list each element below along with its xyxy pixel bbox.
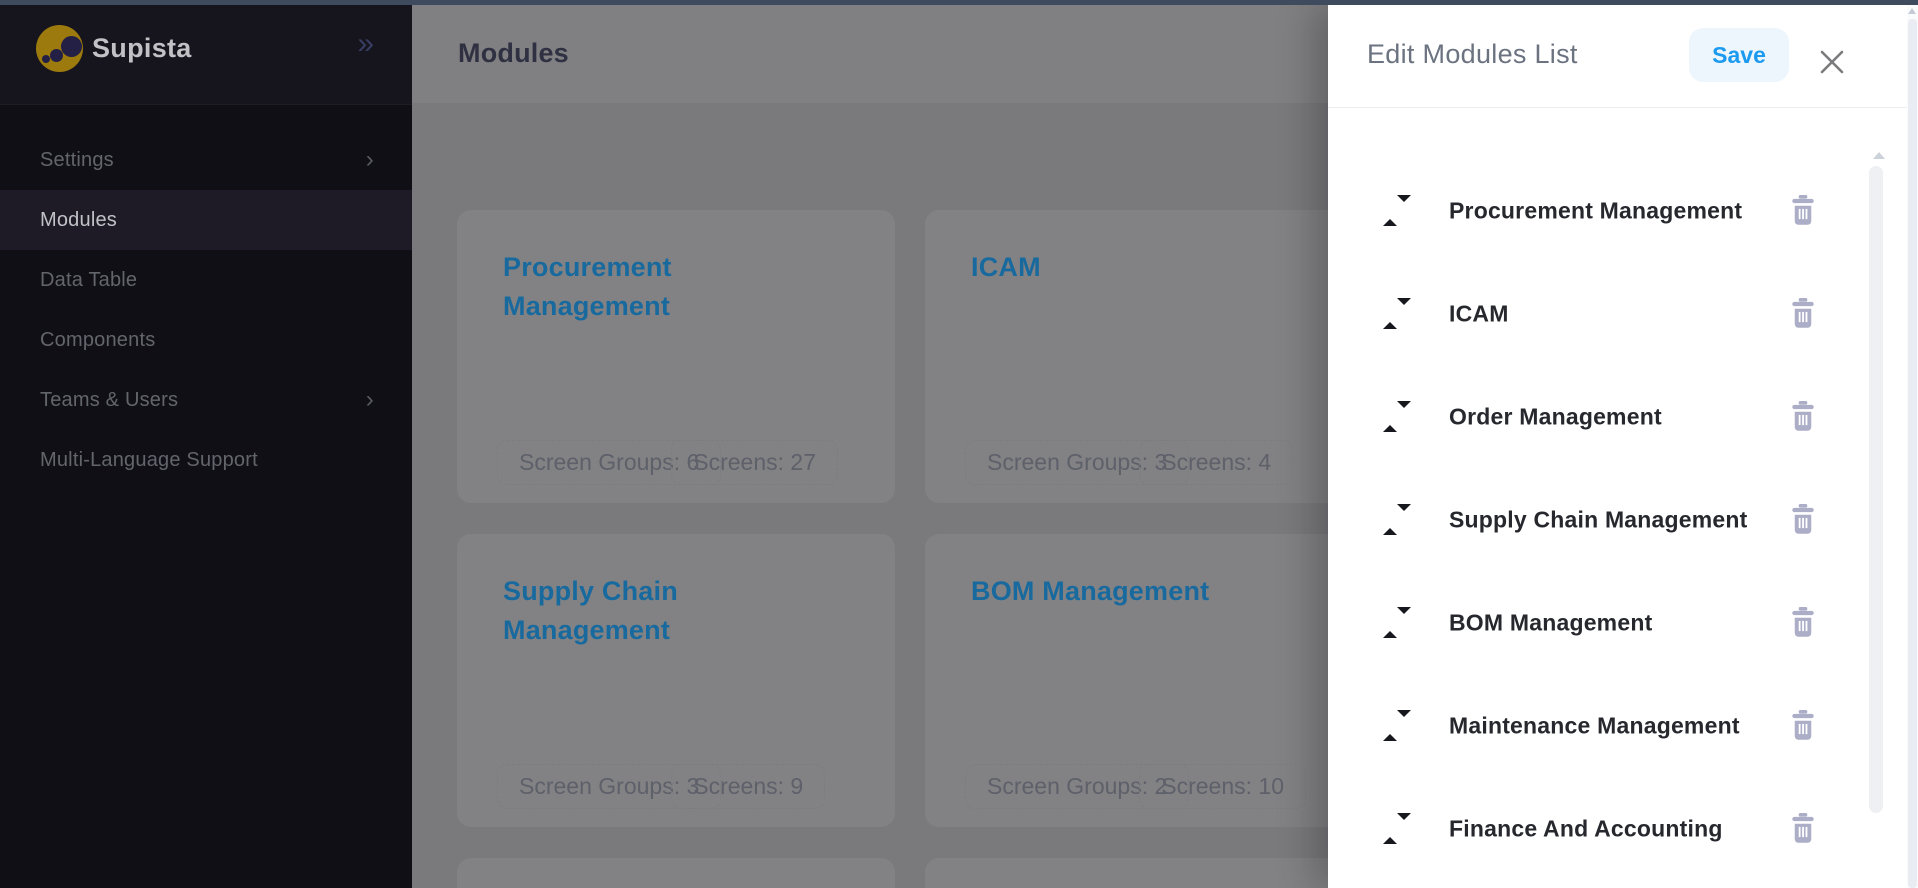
- delete-module-button[interactable]: [1789, 400, 1817, 433]
- module-card-title: ICAM: [971, 252, 1041, 282]
- logo[interactable]: Supista: [36, 25, 192, 72]
- logo-dot: [50, 49, 63, 62]
- sidebar-nav: Settings › Modules Data Table Components…: [0, 130, 412, 490]
- module-row-label: Maintenance Management: [1449, 712, 1740, 738]
- sidebar-item-label: Teams & Users: [40, 388, 179, 411]
- module-row-label: BOM Management: [1449, 609, 1653, 635]
- delete-module-button[interactable]: [1789, 297, 1817, 330]
- scrollbar-up-arrow-icon[interactable]: [1908, 8, 1916, 14]
- sidebar-item-label: Multi-Language Support: [40, 448, 258, 471]
- module-card-procurement: Procurement Management Screen Groups: 6 …: [457, 210, 895, 503]
- logo-text: Supista: [92, 33, 192, 63]
- module-card-title: Supply Chain Management: [503, 576, 678, 646]
- trash-icon: [1792, 503, 1814, 534]
- sidebar-item-label: Settings: [40, 148, 114, 171]
- sidebar-item-multi-language[interactable]: Multi-Language Support: [0, 430, 412, 490]
- module-row-label: Order Management: [1449, 403, 1662, 429]
- screens-badge: Screens: 10: [1139, 764, 1307, 809]
- module-list-row: Procurement Management: [1328, 159, 1869, 262]
- drag-handle-icon[interactable]: [1383, 194, 1413, 226]
- drag-handle-icon[interactable]: [1383, 503, 1413, 535]
- screens-badge: Screens: 27: [671, 440, 839, 485]
- module-card-badges: Screen Groups: 3 Screens: 9: [497, 764, 826, 809]
- close-button[interactable]: [1815, 46, 1849, 80]
- module-list-row: BOM Management: [1328, 571, 1869, 674]
- module-card-partial: [925, 858, 1363, 888]
- sidebar-item-label: Modules: [40, 208, 117, 231]
- drawer-scrollbar-thumb[interactable]: [1869, 166, 1883, 813]
- screen-groups-badge: Screen Groups: 3: [965, 440, 1190, 485]
- module-card-badges: Screen Groups: 6 Screens: 27: [497, 440, 839, 485]
- sidebar-item-teams-users[interactable]: Teams & Users ›: [0, 370, 412, 430]
- module-card-supply-chain: Supply Chain Management Screen Groups: 3…: [457, 534, 895, 827]
- sidebar: Supista » Settings › Modules Data Table …: [0, 5, 412, 888]
- module-card-title: Procurement Management: [503, 252, 672, 322]
- edit-modules-drawer: Edit Modules List Save Procurement Manag…: [1328, 5, 1918, 888]
- delete-module-button[interactable]: [1789, 709, 1817, 742]
- trash-icon: [1792, 606, 1814, 637]
- module-list-row: Finance And Accounting: [1328, 777, 1869, 880]
- drag-handle-icon[interactable]: [1383, 400, 1413, 432]
- delete-module-button[interactable]: [1789, 194, 1817, 227]
- page-title: Modules: [458, 38, 569, 68]
- trash-icon: [1792, 709, 1814, 740]
- sidebar-item-label: Data Table: [40, 268, 138, 291]
- module-card-bom: BOM Management Screen Groups: 2 Screens:…: [925, 534, 1363, 827]
- trash-icon: [1792, 812, 1814, 843]
- drag-handle-icon[interactable]: [1383, 606, 1413, 638]
- trash-icon: [1792, 400, 1814, 431]
- screen-groups-badge: Screen Groups: 6: [497, 440, 722, 485]
- double-chevron-right-icon: »: [357, 27, 374, 60]
- screens-badge: Screens: 9: [671, 764, 826, 809]
- drag-handle-icon[interactable]: [1383, 709, 1413, 741]
- sidebar-item-label: Components: [40, 328, 156, 351]
- logo-dot: [42, 55, 50, 63]
- module-card-icam: ICAM Screen Groups: 3 Screens: 4: [925, 210, 1363, 503]
- chevron-right-icon: ›: [365, 146, 374, 173]
- module-list-row: ICAM: [1328, 262, 1869, 365]
- delete-module-button[interactable]: [1789, 503, 1817, 536]
- modules-sortable-list: Procurement Management ICAM: [1328, 159, 1869, 880]
- module-list-row: Order Management: [1328, 365, 1869, 468]
- drawer-header-divider: [1328, 107, 1918, 108]
- module-card-badges: Screen Groups: 3 Screens: 4: [965, 440, 1294, 485]
- module-row-label: Finance And Accounting: [1449, 815, 1723, 841]
- module-list-row: Supply Chain Management: [1328, 468, 1869, 571]
- drag-handle-icon[interactable]: [1383, 812, 1413, 844]
- save-button[interactable]: Save: [1689, 28, 1789, 82]
- delete-module-button[interactable]: [1789, 812, 1817, 845]
- module-row-label: Supply Chain Management: [1449, 506, 1748, 532]
- page-scrollbar[interactable]: [1907, 0, 1918, 888]
- trash-icon: [1792, 194, 1814, 225]
- module-list-row: Maintenance Management: [1328, 674, 1869, 777]
- delete-module-button[interactable]: [1789, 606, 1817, 639]
- sidebar-header: Supista »: [0, 5, 412, 105]
- module-card-badges: Screen Groups: 2 Screens: 10: [965, 764, 1307, 809]
- trash-icon: [1792, 297, 1814, 328]
- scrollbar-up-arrow-icon[interactable]: [1873, 152, 1885, 159]
- top-window-strip: [0, 0, 1918, 5]
- logo-dot: [61, 36, 82, 57]
- screen-groups-badge: Screen Groups: 2: [965, 764, 1190, 809]
- supista-logo-icon: [36, 25, 83, 72]
- module-row-label: Procurement Management: [1449, 197, 1743, 223]
- close-icon: [1820, 50, 1844, 73]
- sidebar-collapse-button[interactable]: »: [357, 29, 374, 59]
- module-row-label: ICAM: [1449, 300, 1509, 326]
- module-card-title: BOM Management: [971, 576, 1210, 606]
- module-card-partial: [457, 858, 895, 888]
- screens-badge: Screens: 4: [1139, 440, 1294, 485]
- sidebar-item-data-table[interactable]: Data Table: [0, 250, 412, 310]
- sidebar-item-components[interactable]: Components: [0, 310, 412, 370]
- sidebar-item-modules[interactable]: Modules: [0, 190, 412, 250]
- drawer-title: Edit Modules List: [1367, 39, 1578, 69]
- drag-handle-icon[interactable]: [1383, 297, 1413, 329]
- chevron-right-icon: ›: [365, 386, 374, 413]
- page-scrollbar-thumb[interactable]: [1908, 19, 1917, 888]
- sidebar-item-settings[interactable]: Settings ›: [0, 130, 412, 190]
- screen-groups-badge: Screen Groups: 3: [497, 764, 722, 809]
